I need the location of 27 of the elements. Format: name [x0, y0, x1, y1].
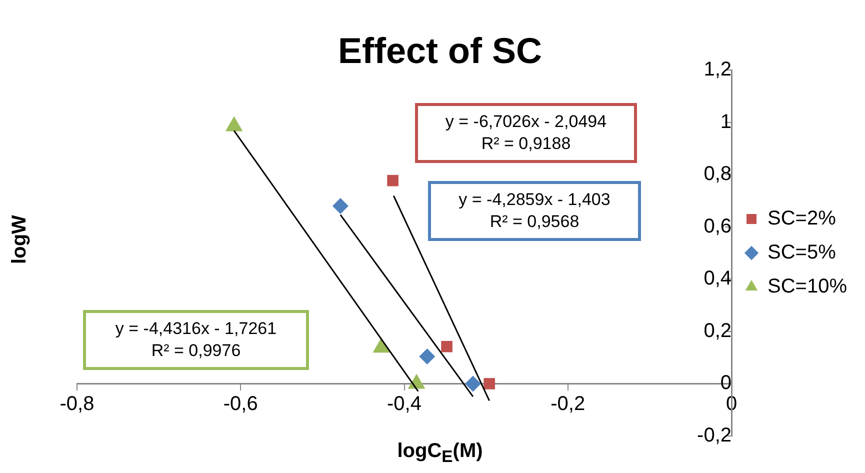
y-tick-label: 0,4 [704, 268, 732, 290]
y-tick-label: 0,6 [704, 215, 732, 238]
x-tick-label: -0,6 [223, 393, 258, 416]
x-tick-label: -0,8 [60, 393, 94, 416]
y-tick-label: 0 [720, 372, 732, 394]
annotation: y = -6,7026x - 2,0494 R² = 0,9188 [444, 111, 608, 155]
point [484, 378, 495, 390]
point [387, 174, 398, 186]
x-tick-label: -0,2 [550, 393, 586, 416]
point [332, 198, 348, 214]
y-tick-label: -0,2 [697, 424, 732, 447]
legend-label: SC=2% [768, 208, 836, 230]
point [464, 376, 481, 392]
legend-label: SC=10% [768, 276, 848, 298]
y-tick-label: 1,2 [704, 58, 732, 81]
annotation: y = -4,2859x - 1,403 R² = 0,9568 [458, 189, 612, 233]
y-tick-label: 1 [720, 110, 732, 133]
y-tick-label: 0,2 [704, 320, 732, 342]
chart-title: Effect of SC [336, 30, 543, 72]
point [441, 340, 452, 352]
y-tick-label: 0,8 [704, 163, 732, 186]
point [419, 348, 436, 365]
x-tick-label: -0,4 [387, 393, 422, 416]
x-axis-title: logC$_{E}$(M) [396, 440, 484, 467]
legend-label: SC=5% [768, 242, 836, 264]
y-axis-title: logW [8, 214, 32, 266]
annotation: y = -4,4316x - 1,7261 R² = 0,9976 [114, 318, 278, 362]
